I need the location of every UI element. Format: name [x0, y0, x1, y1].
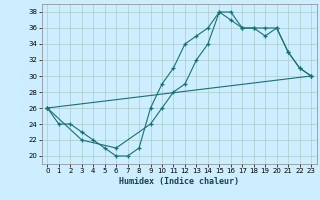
X-axis label: Humidex (Indice chaleur): Humidex (Indice chaleur) [119, 177, 239, 186]
